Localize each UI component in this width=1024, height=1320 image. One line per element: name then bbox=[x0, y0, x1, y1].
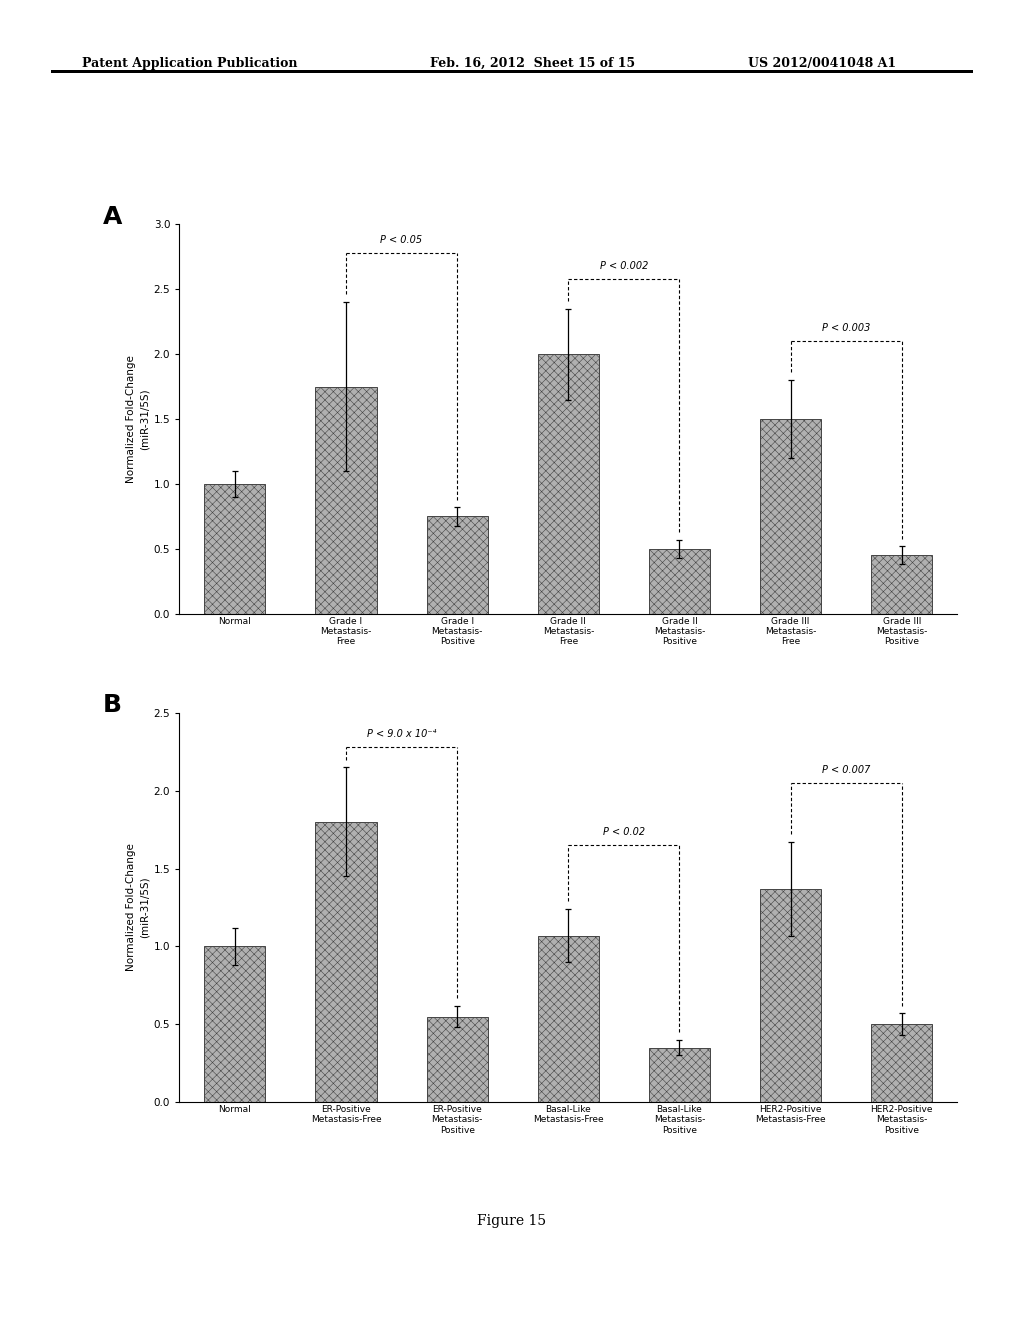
Text: Figure 15: Figure 15 bbox=[477, 1214, 547, 1228]
Bar bbox=[315, 822, 377, 1102]
Y-axis label: Normalized Fold-Change
(miR-31/5S): Normalized Fold-Change (miR-31/5S) bbox=[126, 843, 150, 972]
Bar bbox=[315, 387, 377, 614]
Text: P < 0.003: P < 0.003 bbox=[822, 323, 870, 334]
Text: P < 0.02: P < 0.02 bbox=[603, 828, 645, 837]
Bar bbox=[871, 556, 933, 614]
Bar bbox=[427, 516, 487, 614]
Text: P < 0.05: P < 0.05 bbox=[381, 235, 423, 246]
Bar bbox=[538, 354, 599, 614]
Text: Feb. 16, 2012  Sheet 15 of 15: Feb. 16, 2012 Sheet 15 of 15 bbox=[430, 57, 635, 70]
Bar bbox=[204, 946, 265, 1102]
Bar bbox=[538, 936, 599, 1102]
Text: A: A bbox=[102, 205, 122, 228]
Bar bbox=[871, 1024, 933, 1102]
Text: P < 0.002: P < 0.002 bbox=[600, 261, 648, 271]
Bar bbox=[760, 418, 821, 614]
Bar bbox=[760, 888, 821, 1102]
Bar bbox=[649, 549, 710, 614]
Y-axis label: Normalized Fold-Change
(miR-31/5S): Normalized Fold-Change (miR-31/5S) bbox=[126, 355, 150, 483]
Bar bbox=[649, 1048, 710, 1102]
Bar bbox=[427, 1016, 487, 1102]
Text: P < 9.0 x 10⁻⁴: P < 9.0 x 10⁻⁴ bbox=[367, 729, 436, 739]
Bar bbox=[204, 484, 265, 614]
Text: US 2012/0041048 A1: US 2012/0041048 A1 bbox=[748, 57, 896, 70]
Text: P < 0.007: P < 0.007 bbox=[822, 766, 870, 775]
Text: B: B bbox=[102, 693, 122, 717]
Text: Patent Application Publication: Patent Application Publication bbox=[82, 57, 297, 70]
